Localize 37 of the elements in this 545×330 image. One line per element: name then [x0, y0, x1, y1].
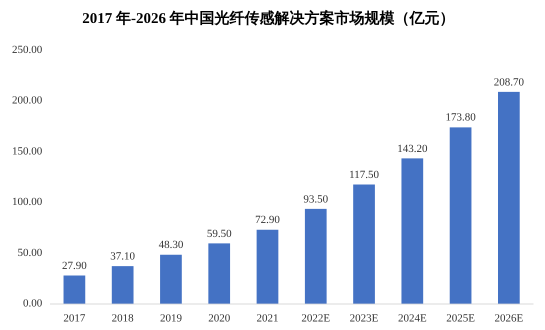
bar	[64, 275, 86, 304]
bar	[450, 127, 472, 304]
x-tick-label: 2026E	[494, 312, 524, 324]
y-tick-label: 200.00	[12, 94, 43, 107]
y-tick-label: 100.00	[12, 196, 43, 208]
data-label: 117.50	[349, 168, 380, 181]
x-tick-label: 2023E	[350, 312, 379, 324]
bar	[353, 184, 375, 304]
bar	[160, 254, 182, 304]
data-label: 173.80	[445, 112, 476, 124]
bar	[401, 158, 424, 304]
bar	[498, 92, 520, 304]
x-tick-label: 2018	[112, 312, 134, 324]
data-label: 48.30	[158, 239, 184, 252]
bar	[304, 208, 327, 304]
data-label: 143.20	[397, 142, 428, 155]
x-tick-label: 2017	[63, 312, 86, 324]
x-tick-label: 2019	[160, 312, 182, 324]
bar	[112, 266, 134, 304]
x-tick-label: 2022E	[301, 312, 330, 324]
bar	[256, 230, 278, 304]
bar	[208, 243, 230, 304]
y-tick-label: 50.00	[18, 246, 43, 259]
data-label: 93.50	[303, 193, 329, 206]
data-label: 27.90	[62, 260, 88, 272]
y-tick-label: 0.00	[23, 298, 43, 310]
data-label: 59.50	[206, 228, 232, 240]
y-tick-label: 150.00	[12, 145, 43, 158]
data-label: 37.10	[110, 250, 136, 263]
data-label: 72.90	[255, 214, 280, 226]
x-tick-label: 2021	[256, 312, 278, 324]
x-tick-label: 2024E	[398, 312, 427, 324]
x-tick-label: 2025E	[446, 312, 476, 324]
x-tick-label: 2020	[208, 312, 231, 324]
chart-title: 2017 年-2026 年中国光纤传感解决方案市场规模（亿元）	[82, 8, 455, 27]
data-label: 208.70	[494, 76, 524, 88]
y-tick-label: 250.00	[12, 44, 43, 56]
